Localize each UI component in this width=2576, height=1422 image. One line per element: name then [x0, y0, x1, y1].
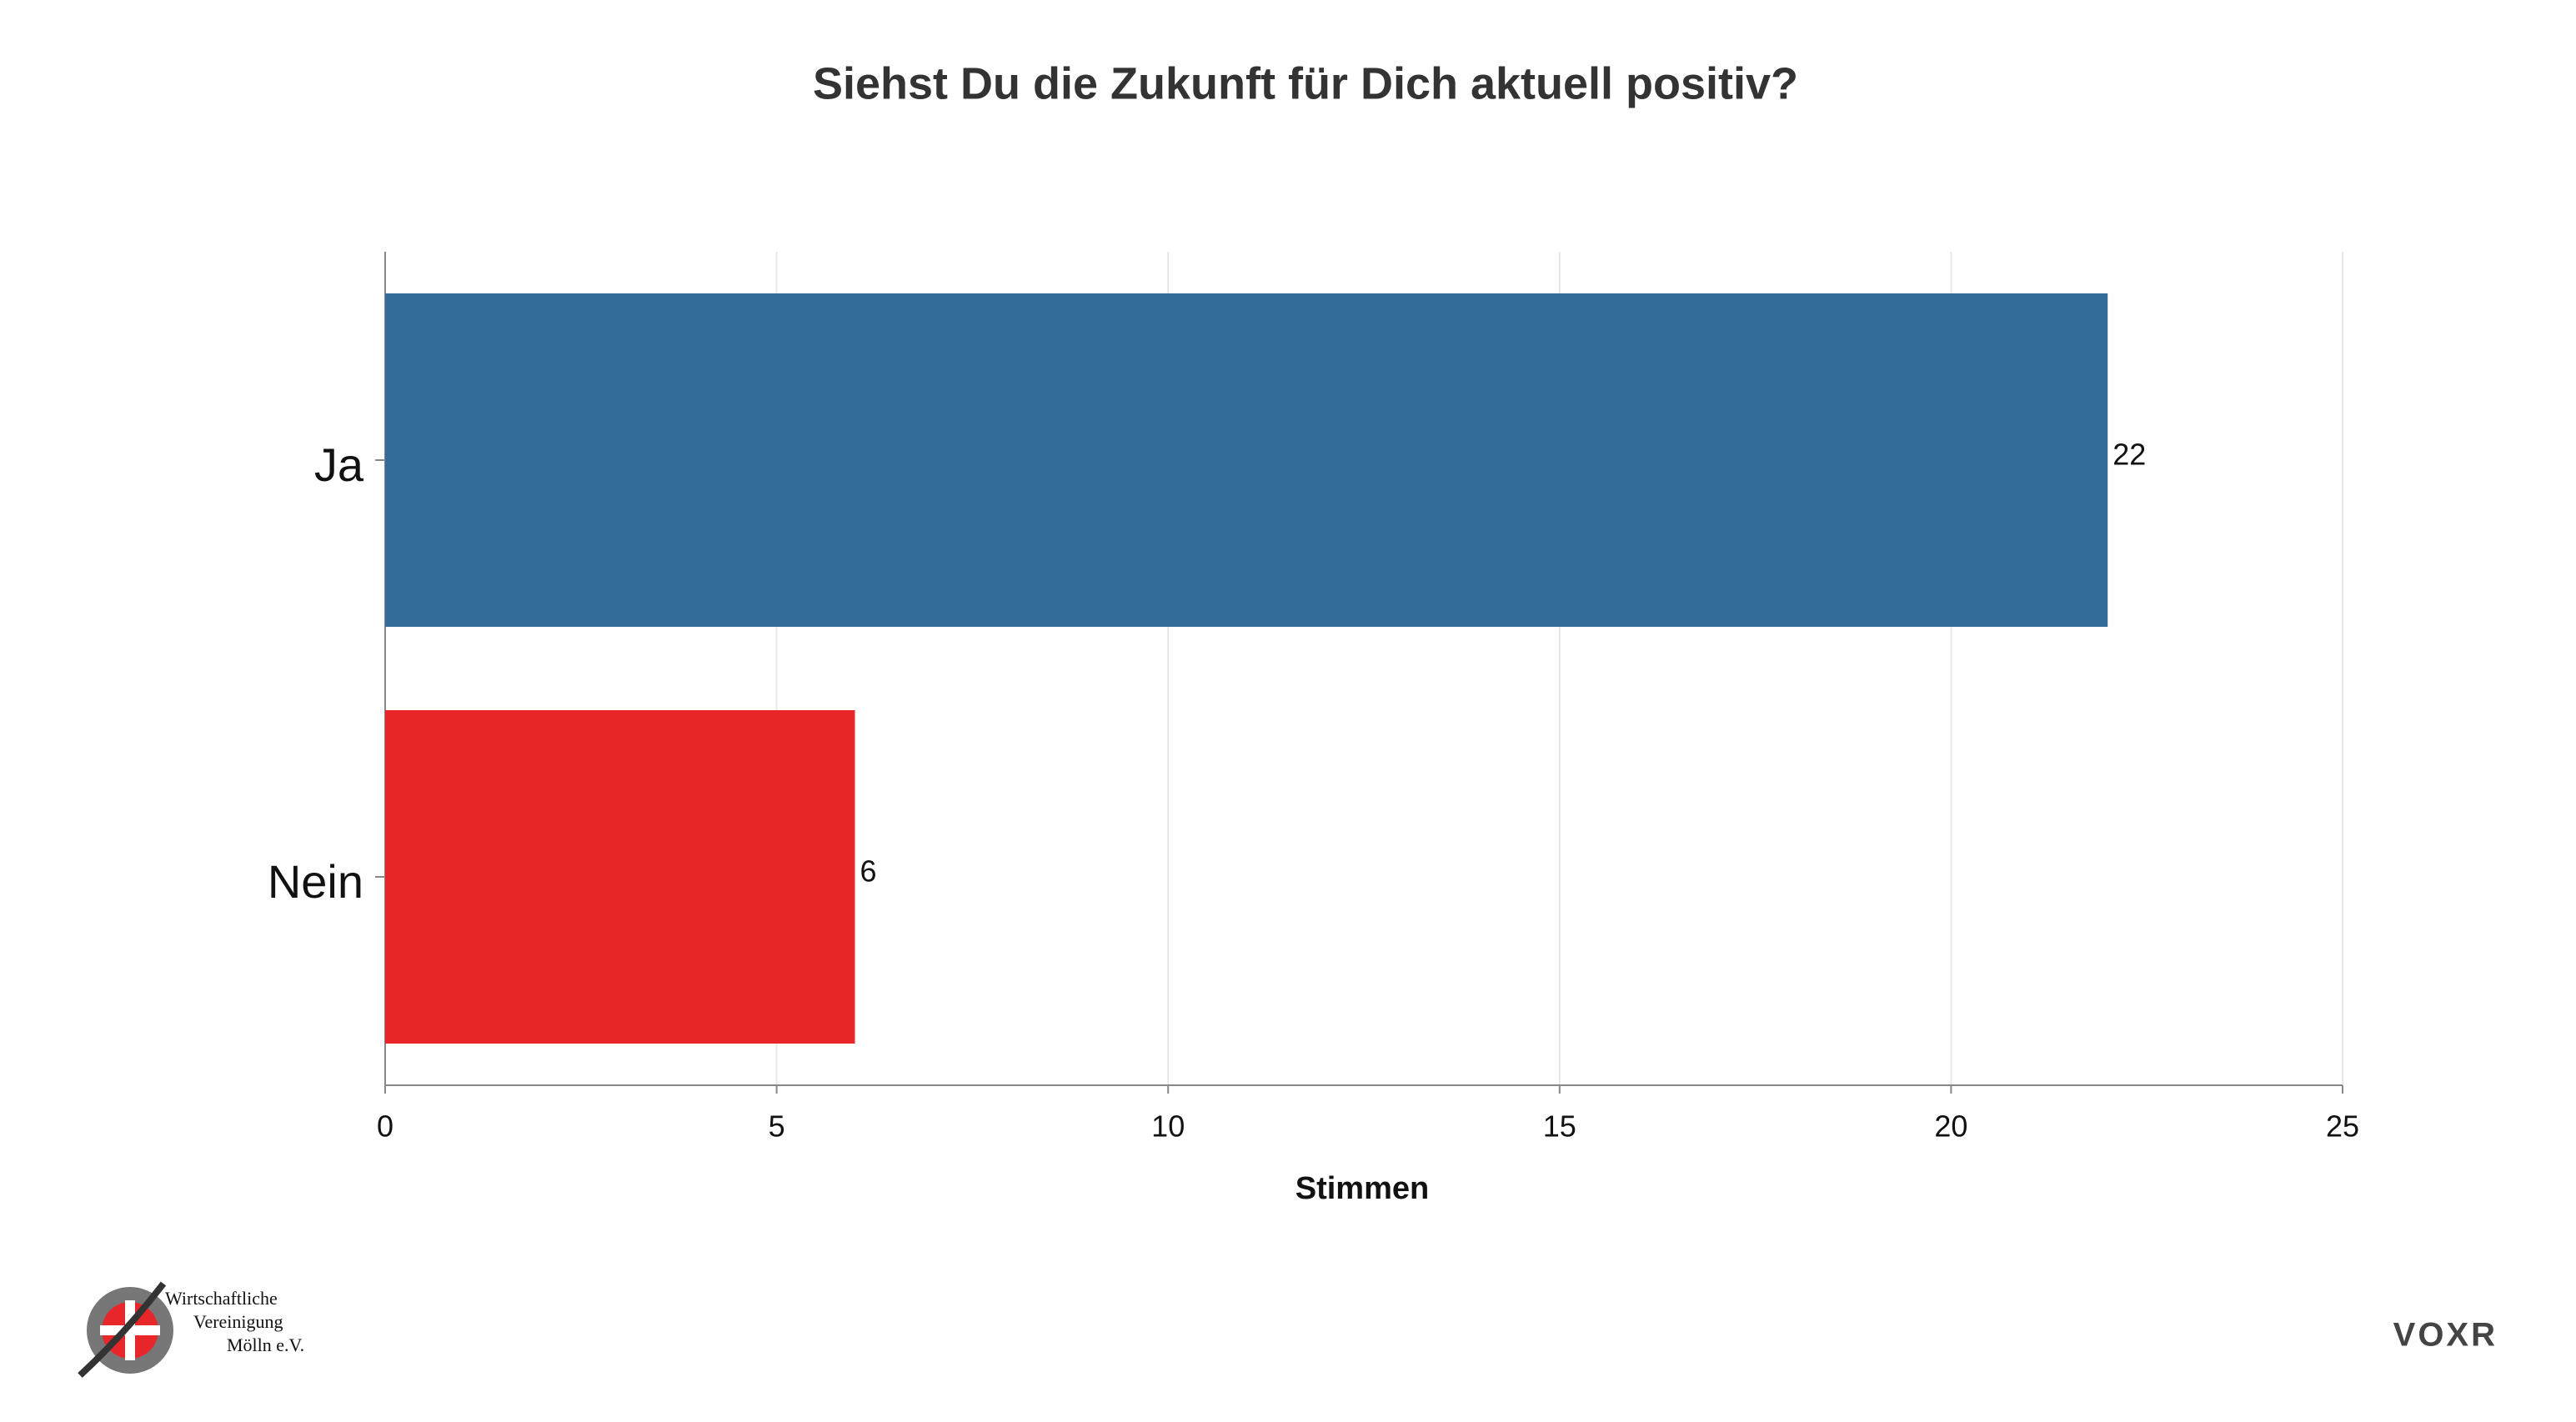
y-tick-label: Ja	[314, 438, 364, 491]
logo-text: Vereinigung	[193, 1311, 283, 1332]
value-label: 22	[2112, 438, 2146, 472]
value-label: 6	[860, 854, 877, 889]
right-logo: VOXR	[2393, 1317, 2498, 1354]
x-tick-label: 15	[1543, 1109, 1576, 1144]
cross	[100, 1325, 160, 1335]
logo-text: Mölln e.V.	[227, 1334, 304, 1355]
x-tick-label: 20	[1934, 1109, 1967, 1144]
x-axis-label: Stimmen	[1296, 1171, 1429, 1206]
chart-title: Siehst Du die Zukunft für Dich aktuell p…	[813, 58, 1798, 108]
bar	[385, 710, 855, 1044]
x-tick-label: 10	[1151, 1109, 1185, 1144]
x-tick-label: 25	[2326, 1109, 2359, 1144]
swoosh	[78, 1281, 167, 1378]
left-logo: Wirtschaftliche Vereinigung Mölln e.V.	[78, 1281, 304, 1378]
y-tick-label: Nein	[268, 855, 363, 908]
logo-text: Wirtschaftliche	[165, 1288, 278, 1309]
bar	[385, 293, 2108, 627]
x-tick-label: 0	[377, 1109, 393, 1144]
x-tick-label: 5	[769, 1109, 785, 1144]
